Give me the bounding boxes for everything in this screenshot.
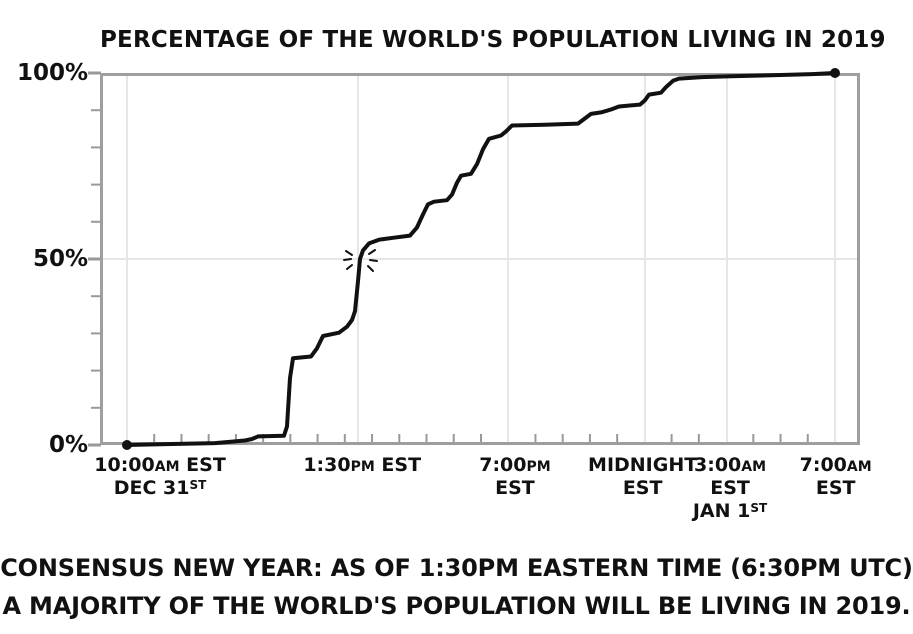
starburst-ray [366,265,374,272]
x-tick-label-10am-dec31: 10:00AM EST DEC 31ST [94,454,226,499]
starburst-ray [344,250,353,256]
starburst-ray [342,258,352,261]
x-tick-label-midnight: MIDNIGHT EST [588,454,698,499]
endpoint-dot-0 [121,440,132,450]
data-curve [125,71,837,447]
caption-line-1: CONSENSUS NEW YEAR: AS OF 1:30PM EASTERN… [0,554,913,582]
endpoint-dot-1 [829,68,840,78]
y-tick-label-100: 100% [16,60,88,86]
caption: CONSENSUS NEW YEAR: AS OF 1:30PM EASTERN… [0,549,913,625]
caption-line-2: A MAJORITY OF THE WORLD'S POPULATION WIL… [2,592,911,620]
y-tick-label-50: 50% [32,246,88,272]
starburst-ray [345,264,353,270]
x-tick-label-130pm: 1:30PM EST [303,454,422,476]
axis-frame [100,73,860,445]
starburst-ray [367,249,376,255]
plot-area: 100% 50% 0% 10:00AM EST DEC 31ST 1:30PM EST 7… [17,60,872,522]
x-tick-label-3am-jan1: 3:00AM EST JAN 1ST [692,454,768,522]
x-tick-label-7pm: 7:00PM EST [479,454,551,499]
starburst-ray [368,259,378,262]
y-tick-label-0: 0% [48,432,88,458]
chart-title: PERCENTAGE OF THE WORLD'S POPULATION LIV… [100,27,886,53]
x-tick-label-7am: 7:00AM EST [799,454,872,499]
chart-canvas [88,68,860,450]
